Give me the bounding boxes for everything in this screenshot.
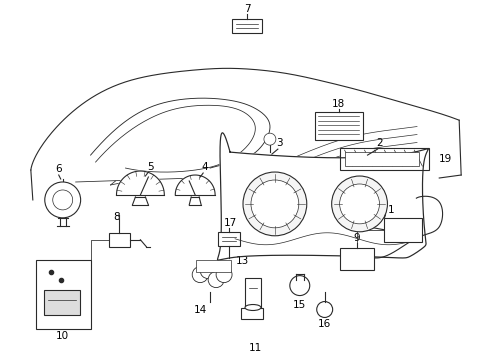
Circle shape bbox=[45, 182, 81, 218]
Text: 13: 13 bbox=[236, 256, 249, 266]
Text: 4: 4 bbox=[202, 162, 208, 172]
Bar bbox=[315, 112, 363, 140]
Text: 15: 15 bbox=[293, 300, 306, 310]
Ellipse shape bbox=[245, 305, 261, 310]
Circle shape bbox=[340, 184, 379, 224]
Text: 11: 11 bbox=[248, 343, 262, 354]
Text: 5: 5 bbox=[147, 162, 154, 172]
Circle shape bbox=[200, 263, 216, 279]
Polygon shape bbox=[175, 175, 215, 195]
Text: 16: 16 bbox=[318, 319, 331, 329]
Bar bbox=[245, 278, 261, 307]
Polygon shape bbox=[218, 133, 428, 260]
Bar bbox=[218, 232, 240, 246]
Bar bbox=[196, 260, 231, 272]
Bar bbox=[36, 260, 91, 329]
Polygon shape bbox=[369, 196, 442, 258]
Circle shape bbox=[332, 176, 388, 232]
Bar bbox=[340, 148, 429, 170]
Text: 9: 9 bbox=[353, 233, 360, 243]
Circle shape bbox=[264, 133, 276, 145]
Circle shape bbox=[192, 267, 208, 283]
Text: 1: 1 bbox=[388, 205, 394, 215]
Text: 3: 3 bbox=[276, 138, 283, 148]
Bar bbox=[241, 307, 263, 319]
Bar bbox=[44, 289, 80, 315]
Circle shape bbox=[251, 180, 299, 228]
Text: 19: 19 bbox=[439, 154, 452, 164]
Text: 2: 2 bbox=[376, 138, 383, 148]
Circle shape bbox=[216, 267, 232, 283]
Circle shape bbox=[317, 302, 333, 318]
Text: 10: 10 bbox=[56, 332, 69, 341]
Circle shape bbox=[53, 190, 73, 210]
Text: 12: 12 bbox=[248, 312, 262, 323]
Text: 7: 7 bbox=[244, 4, 250, 14]
Bar bbox=[340, 248, 373, 270]
Bar bbox=[344, 152, 419, 166]
Text: 8: 8 bbox=[113, 212, 120, 222]
Bar bbox=[108, 233, 130, 247]
Text: 17: 17 bbox=[223, 218, 237, 228]
Bar bbox=[385, 218, 422, 242]
Text: 6: 6 bbox=[55, 164, 62, 174]
Text: 14: 14 bbox=[194, 305, 207, 315]
Bar bbox=[232, 19, 262, 32]
Text: 18: 18 bbox=[332, 99, 345, 109]
Circle shape bbox=[290, 276, 310, 296]
Polygon shape bbox=[117, 171, 164, 195]
Circle shape bbox=[208, 272, 224, 288]
Circle shape bbox=[243, 172, 307, 236]
